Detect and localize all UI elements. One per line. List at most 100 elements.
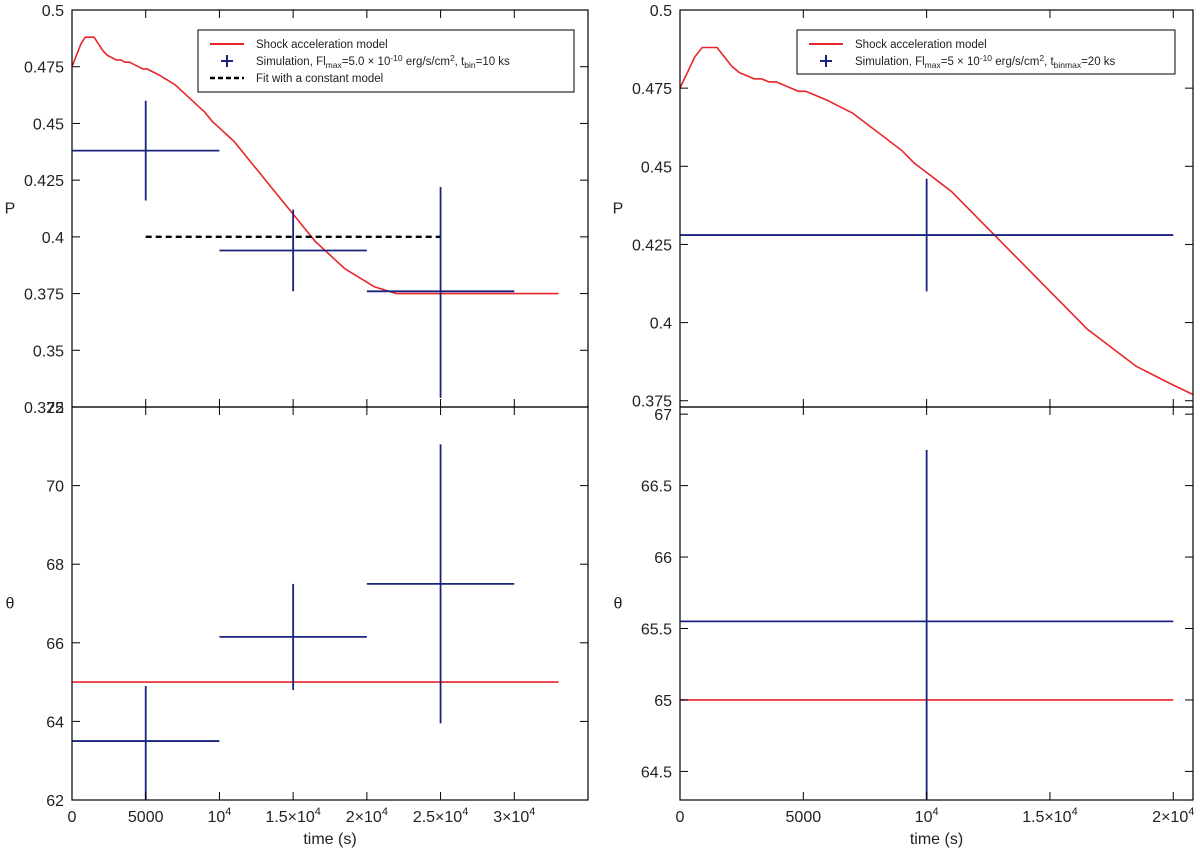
legend-label: Fit with a constant model	[256, 73, 383, 85]
legend-box	[197, 29, 575, 93]
y-tick-label: 67	[654, 407, 672, 424]
y-tick-value: 0.45	[641, 159, 672, 176]
legend-label-part: -10	[390, 53, 403, 63]
data-point	[680, 178, 1174, 292]
y-axis-label: P	[613, 201, 624, 218]
legend-label-part: 2	[450, 53, 455, 63]
legend-label-part: erg/s/cm	[403, 56, 450, 68]
legend-label-part: binmax	[1054, 60, 1082, 70]
y-axis-label: θ	[6, 596, 15, 613]
panel-left-bottom: 0 5000 104 1.5×104 2×104 2.5×104 3×10462646668…	[6, 400, 589, 848]
panel-right-bottom: 0 5000 104 1.5×104 2×10464.56565.56666.567θt…	[614, 406, 1194, 848]
axes-frame	[71, 406, 589, 801]
y-tick-value: 0.5	[650, 3, 672, 20]
y-tick-label: 65.5	[641, 622, 672, 639]
x-tick-exponent: 4	[225, 806, 231, 818]
x-axis-label-text: time (s)	[910, 831, 963, 848]
legend-box	[796, 29, 1176, 75]
panel-left-top: 0.325 0.35 0.375 0.4 0.425 0.45 0.475 0.5 P Shock…	[5, 3, 589, 417]
y-tick-value: 0.425	[632, 237, 672, 254]
data-point	[680, 449, 1174, 800]
legend-label-part: Shock acceleration model	[256, 39, 388, 51]
axes-frame	[679, 406, 1194, 801]
x-tick-base: 1.5×10	[1022, 809, 1071, 826]
x-tick-label: 5000	[128, 809, 164, 826]
y-tick-label: 0.475	[632, 81, 672, 98]
y-tick-value: 68	[46, 557, 64, 574]
y-tick-label: 0.375	[24, 287, 64, 304]
y-tick-label: 66	[654, 550, 672, 567]
legend-label-part: =10 ks	[476, 56, 510, 68]
y-tick-value: 0.475	[632, 81, 672, 98]
y-tick-label: 64	[46, 714, 64, 731]
x-tick-label: 1.5×104	[265, 806, 321, 826]
y-axis-label-text: θ	[6, 596, 15, 613]
y-tick-value: 0.5	[42, 3, 64, 20]
legend-label-part: -10	[980, 53, 993, 63]
y-tick-value: 0.475	[24, 60, 64, 77]
plot-area	[680, 449, 1174, 800]
legend-label: Simulation, Flmax=5 × 10-10 erg/s/cm2, t…	[855, 53, 1116, 70]
y-tick-label: 0.35	[33, 343, 64, 360]
x-tick-label: 5000	[786, 809, 822, 826]
legend-label-part: Simulation, Fl	[256, 56, 326, 68]
legend-label-part: Fit with a constant model	[256, 73, 383, 85]
y-tick-label: 0.5	[42, 3, 64, 20]
y-tick-label: 0.4	[42, 230, 64, 247]
y-axis-label: P	[5, 201, 16, 218]
x-tick-label: 0	[676, 809, 685, 826]
legend-label-part: =20 ks	[1081, 56, 1115, 68]
model-line	[680, 46, 1193, 396]
x-tick-label: 1.5×104	[1022, 806, 1078, 826]
y-tick-value: 64.5	[641, 764, 672, 781]
legend-label-part: =5 × 10	[941, 56, 980, 68]
legend-label-part: 2	[1039, 53, 1044, 63]
legend-label-part: =5.0 × 10	[342, 56, 391, 68]
x-tick-base: 2×10	[346, 809, 382, 826]
x-tick-label: 3×104	[493, 806, 535, 826]
data-point	[219, 209, 367, 292]
x-tick-base: 10	[207, 809, 225, 826]
legend-label: Shock acceleration model	[256, 39, 388, 51]
y-tick-label: 62	[46, 793, 64, 810]
legend-label-part: Shock acceleration model	[855, 39, 987, 51]
plot-area	[72, 444, 559, 800]
x-tick-label: 2×104	[346, 806, 388, 826]
x-axis-label: time (s)	[910, 831, 963, 848]
panel-right-top: 0.375 0.4 0.425 0.45 0.475 0.5 P Shock accelera…	[613, 3, 1194, 411]
data-point	[219, 583, 367, 690]
y-tick-label: 70	[46, 479, 64, 496]
y-tick-label: 0.375	[632, 394, 672, 411]
y-tick-label: 66.5	[641, 479, 672, 496]
x-tick-label: 2.5×104	[413, 806, 469, 826]
x-tick-base: 5000	[128, 809, 164, 826]
y-tick-value: 0.425	[24, 173, 64, 190]
data-point	[72, 100, 220, 201]
x-tick-base: 1.5×10	[265, 809, 314, 826]
y-tick-value: 66	[654, 550, 672, 567]
y-tick-label: 64.5	[641, 764, 672, 781]
y-tick-value: 0.35	[33, 343, 64, 360]
model-line	[72, 36, 559, 295]
y-tick-value: 0.375	[632, 394, 672, 411]
y-tick-value: 70	[46, 479, 64, 496]
y-tick-value: 0.4	[650, 316, 672, 333]
y-axis-label-text: P	[5, 201, 16, 218]
y-axis-label: θ	[614, 596, 623, 613]
x-tick-exponent: 4	[382, 806, 388, 818]
y-tick-label: 0.425	[632, 237, 672, 254]
legend: Shock acceleration model Simulation, Flma…	[796, 29, 1176, 75]
x-tick-base: 2×10	[1152, 809, 1188, 826]
x-tick-base: 10	[915, 809, 933, 826]
y-tick-value: 0.375	[24, 287, 64, 304]
plot-area	[680, 46, 1193, 396]
y-tick-label: 72	[46, 400, 64, 417]
x-tick-base: 2.5×10	[413, 809, 462, 826]
y-axis-label-text: P	[613, 201, 624, 218]
x-tick-base: 3×10	[493, 809, 529, 826]
y-tick-value: 0.45	[33, 116, 64, 133]
x-tick-exponent: 4	[1188, 806, 1194, 818]
data-point	[366, 444, 515, 724]
legend: Shock acceleration model Simulation, Flma…	[197, 29, 575, 93]
